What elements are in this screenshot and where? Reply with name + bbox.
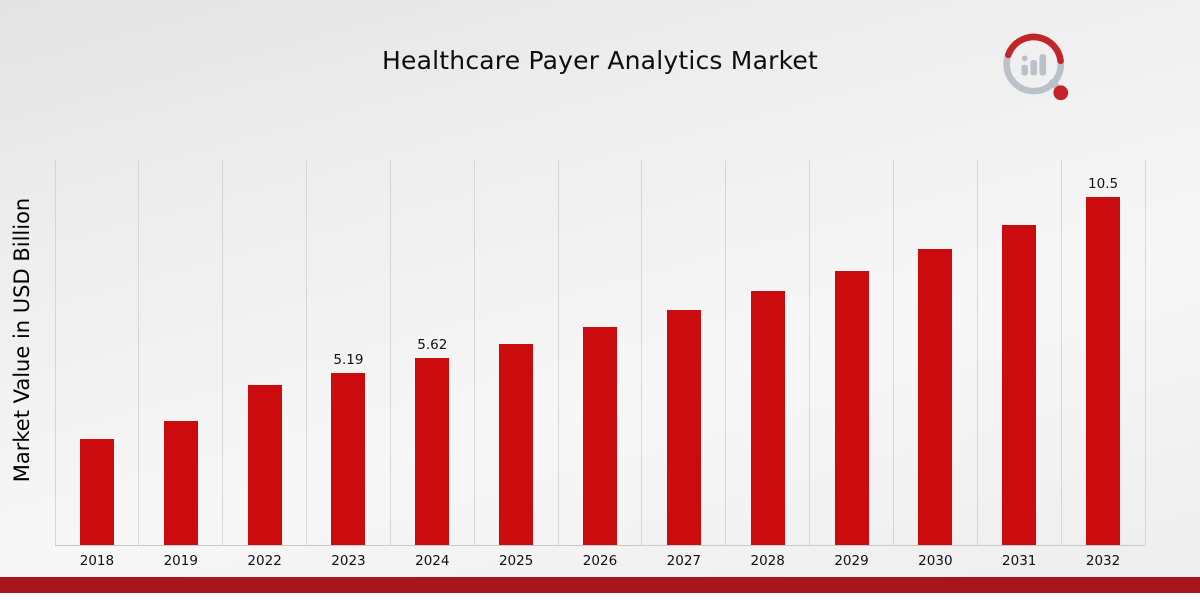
bar-slot: 10.5 — [1061, 160, 1145, 545]
bar-slot — [139, 160, 223, 545]
bottom-accent-stripe — [0, 577, 1200, 593]
gridline — [1144, 160, 1146, 545]
bar-slot — [977, 160, 1061, 545]
y-axis-label: Market Value in USD Billion — [10, 197, 34, 483]
x-tick-2023: 2023 — [331, 553, 366, 569]
page-title: Healthcare Payer Analytics Market — [382, 46, 818, 75]
x-tick-2024: 2024 — [415, 553, 450, 569]
bar-2032: 10.5 — [1086, 176, 1121, 545]
x-tick-2026: 2026 — [582, 553, 618, 569]
bar-2028 — [750, 291, 785, 545]
bar-2022 — [247, 385, 282, 545]
bar-slot — [893, 160, 977, 545]
data-label-2024: 5.62 — [417, 337, 448, 354]
gridline — [54, 160, 56, 545]
gridline — [389, 160, 391, 545]
bar-slot — [642, 160, 726, 545]
gridline — [809, 160, 811, 545]
gridline — [976, 160, 978, 545]
x-axis-labels: 2018 2019 2022 2023 2024 2025 2026 2027 2028 2029… — [55, 553, 1145, 569]
x-tick-2030: 2030 — [918, 553, 953, 569]
bar-slot — [726, 160, 810, 545]
bar-2023: 5.19 — [331, 352, 366, 545]
bar-2031 — [1002, 225, 1037, 545]
bar-slot: 5.62 — [390, 160, 474, 545]
bar-2030 — [918, 248, 953, 545]
x-tick-2029: 2029 — [834, 553, 869, 569]
gridline — [641, 160, 643, 545]
x-tick-2027: 2027 — [666, 553, 701, 569]
bar-slot — [810, 160, 894, 545]
gridline — [892, 160, 894, 545]
plot-area: 5.19 5.62 10.5 — [54, 160, 1146, 546]
x-tick-2028: 2028 — [750, 553, 785, 569]
bar-slot — [55, 160, 139, 545]
x-tick-2031: 2031 — [1002, 553, 1037, 569]
gridline — [473, 160, 475, 545]
gridline — [557, 160, 559, 545]
bar-slot — [223, 160, 307, 545]
bar-slot — [558, 160, 642, 545]
bar-slot — [474, 160, 558, 545]
x-tick-2019: 2019 — [163, 553, 198, 569]
gridline — [306, 160, 308, 545]
gridline — [1060, 160, 1062, 545]
bar-2025 — [499, 343, 534, 545]
bar-2029 — [834, 270, 869, 545]
x-tick-2025: 2025 — [498, 553, 534, 569]
logo-dot — [1021, 55, 1028, 62]
chart-magnifier-logo — [1003, 33, 1069, 101]
bar-2018 — [79, 438, 114, 545]
gridline — [725, 160, 727, 545]
x-tick-2032: 2032 — [1085, 553, 1121, 569]
x-tick-2022: 2022 — [247, 553, 282, 569]
bar-2019 — [163, 420, 198, 545]
bar-2026 — [582, 327, 617, 545]
gridline — [138, 160, 140, 545]
data-label-2023: 5.19 — [333, 351, 364, 368]
bar-slot: 5.19 — [307, 160, 391, 545]
x-tick-2018: 2018 — [79, 553, 115, 569]
bar-2024: 5.62 — [415, 337, 450, 545]
bar-2027 — [666, 310, 701, 545]
gridline — [222, 160, 224, 545]
data-label-2032: 10.5 — [1088, 175, 1119, 192]
plot-wrap: 5.19 5.62 10.5 — [54, 160, 1146, 546]
